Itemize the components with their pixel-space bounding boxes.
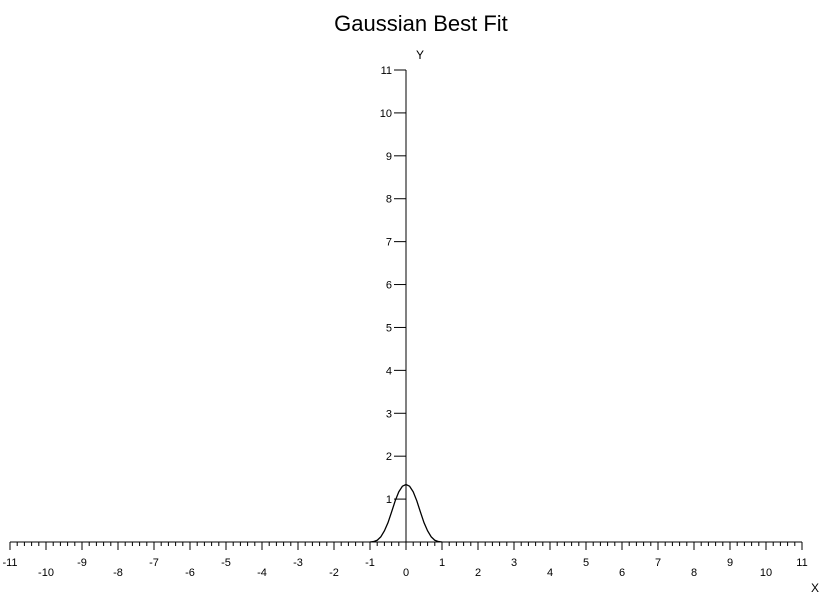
x-tick-label: 9 xyxy=(727,557,733,569)
y-tick-label: 4 xyxy=(386,365,392,377)
x-tick-label: 0 xyxy=(403,567,409,579)
series-line xyxy=(369,483,443,543)
x-tick-label: -1 xyxy=(365,557,375,569)
y-tick-label: 3 xyxy=(386,408,392,420)
x-tick-label: -3 xyxy=(293,557,303,569)
x-axis-label: X xyxy=(811,581,819,595)
x-tick-label: -8 xyxy=(113,567,123,579)
y-tick-label: 1 xyxy=(386,494,392,506)
y-tick-label: 6 xyxy=(386,280,392,292)
x-tick-label: -7 xyxy=(149,557,159,569)
chart-title: Gaussian Best Fit xyxy=(334,11,508,36)
y-tick-label: 11 xyxy=(381,65,392,77)
x-tick-label: -9 xyxy=(77,557,87,569)
x-tick-label: 7 xyxy=(655,557,661,569)
x-tick-label: -11 xyxy=(2,557,17,569)
y-axis: 1 2 3 4 5 6 7 8 9 10 11 xyxy=(380,65,407,542)
x-tick-label: -5 xyxy=(221,557,231,569)
y-tick-label: 9 xyxy=(386,151,392,163)
y-tick-label: 10 xyxy=(380,108,392,120)
x-tick-label: 11 xyxy=(796,557,807,569)
x-tick-label: 3 xyxy=(511,557,517,569)
y-tick-label: 5 xyxy=(386,322,392,334)
x-tick-label: 2 xyxy=(475,567,481,579)
y-axis-label: Y xyxy=(416,48,424,62)
x-tick-label: 8 xyxy=(691,567,697,579)
x-tick-label: 1 xyxy=(439,557,445,569)
x-tick-label: -10 xyxy=(38,567,54,579)
x-tick-label: -2 xyxy=(329,567,339,579)
x-tick-label: -6 xyxy=(185,567,195,579)
y-tick-label: 7 xyxy=(386,237,392,249)
x-tick-label: -4 xyxy=(257,567,267,579)
y-tick-label: 8 xyxy=(386,194,392,206)
y-tick-label: 2 xyxy=(386,451,392,463)
x-tick-label: 4 xyxy=(547,567,553,579)
x-tick-label: 10 xyxy=(760,567,772,579)
x-tick-label: 6 xyxy=(619,567,625,579)
x-tick-label: 5 xyxy=(583,557,589,569)
